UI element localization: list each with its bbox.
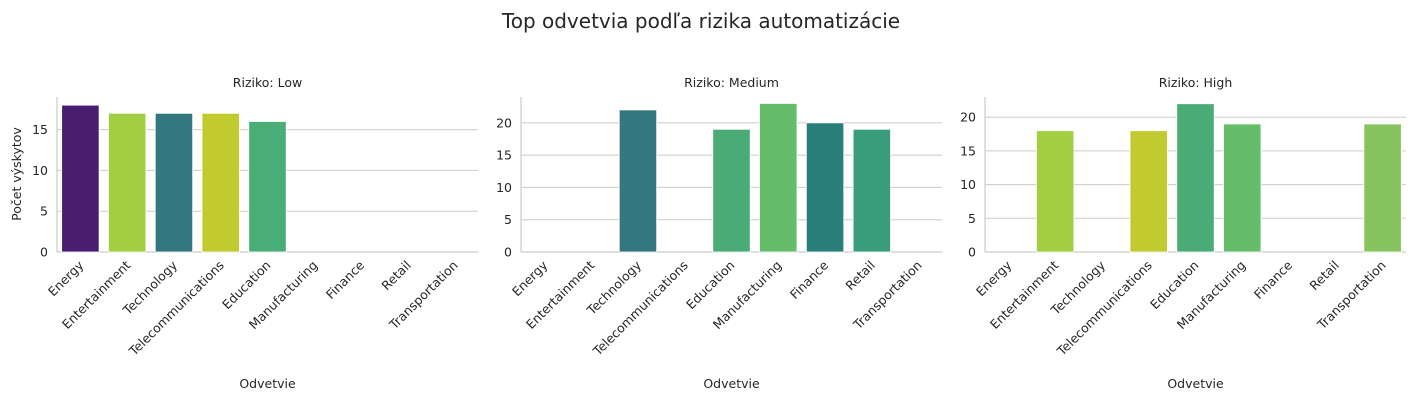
y-tick-label: 0: [968, 245, 976, 260]
bar-education: [712, 128, 751, 253]
x-tick-label: Finance: [1251, 257, 1296, 302]
figure-title: Top odvetvia podľa rizika automatizácie: [501, 9, 900, 33]
chart-panels: 051015EnergyEntertainmentTechnologyTelec…: [9, 75, 1406, 391]
y-tick-label: 15: [960, 143, 976, 158]
bar-entertainment: [108, 112, 147, 253]
bar-finance: [805, 122, 845, 253]
x-tick-label: Retail: [378, 258, 414, 294]
x-tick-label: Energy: [45, 257, 87, 299]
y-tick-label: 5: [968, 211, 976, 226]
panel-title: Riziko: Low: [233, 75, 302, 90]
bar-technology: [618, 109, 658, 253]
x-tick-label: Finance: [323, 257, 368, 302]
y-axis-label: Počet výskytov: [9, 127, 24, 221]
x-tick-label: Energy: [973, 257, 1015, 299]
bar-transportation: [1363, 123, 1402, 253]
y-tick-label: 5: [40, 204, 48, 219]
x-axis-label: Odvetvie: [239, 376, 296, 391]
bar-education: [1176, 103, 1215, 253]
bar-manufacturing: [759, 103, 798, 253]
y-tick-label: 10: [496, 180, 512, 195]
y-tick-label: 10: [32, 163, 48, 178]
bar-telecommunications: [1129, 130, 1168, 253]
y-tick-label: 20: [496, 115, 512, 130]
x-tick-label: Telecommunications: [589, 258, 691, 360]
chart-panel-1: 051015EnergyEntertainmentTechnologyTelec…: [9, 75, 478, 391]
x-tick-label: Energy: [509, 257, 551, 299]
x-axis-label: Odvetvie: [703, 376, 760, 391]
y-tick-label: 15: [32, 122, 48, 137]
bar-telecommunications: [201, 112, 240, 253]
y-tick-label: 0: [40, 245, 48, 260]
x-tick-label: Telecommunications: [125, 258, 227, 360]
panel-title: Riziko: Medium: [684, 75, 779, 90]
bar-entertainment: [1036, 130, 1075, 253]
bar-retail: [852, 128, 891, 253]
x-axis-label: Odvetvie: [1167, 376, 1224, 391]
bar-education: [248, 121, 287, 253]
x-tick-label: Retail: [1306, 258, 1342, 294]
bar-manufacturing: [1223, 123, 1262, 253]
y-tick-label: 10: [960, 177, 976, 192]
chart-panel-2: 05101520EnergyEntertainmentTechnologyTel…: [496, 75, 942, 391]
x-tick-label: Retail: [842, 258, 878, 294]
chart-panel-3: 05101520EnergyEntertainmentTechnologyTel…: [960, 75, 1406, 391]
bar-energy: [61, 104, 100, 253]
y-tick-label: 0: [504, 245, 512, 260]
y-tick-label: 15: [496, 148, 512, 163]
y-tick-label: 5: [504, 212, 512, 227]
y-tick-label: 20: [960, 110, 976, 125]
x-tick-label: Finance: [787, 257, 832, 302]
panel-title: Riziko: High: [1159, 75, 1233, 90]
x-tick-label: Telecommunications: [1053, 258, 1155, 360]
bar-technology: [154, 112, 194, 253]
